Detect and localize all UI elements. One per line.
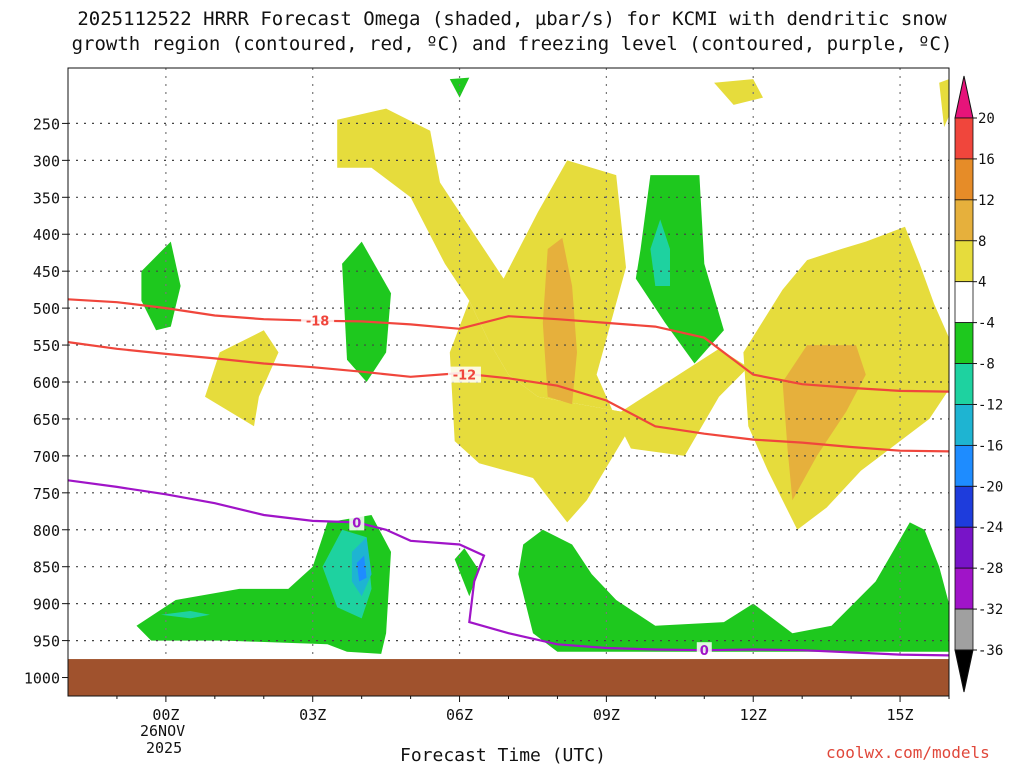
colorbar-swatch--4 bbox=[954, 281, 974, 324]
minus18-contour-label-bg bbox=[301, 312, 335, 329]
colorbar-swatch--28 bbox=[954, 526, 974, 569]
chart-title-line1: 2025112522 HRRR Forecast Omega (shaded, … bbox=[77, 8, 947, 30]
minus18-contour-label: -18 bbox=[306, 315, 330, 330]
yellow-region-lower-center bbox=[449, 300, 631, 523]
colorbar-swatch--32 bbox=[954, 567, 974, 610]
freezing-level-lower-contour-label: 0 bbox=[700, 644, 709, 659]
shaded-omega-regions bbox=[136, 77, 949, 654]
colorbar-label-16: 16 bbox=[978, 152, 995, 168]
colorbar-swatch--36 bbox=[954, 608, 974, 651]
yellow-region-upper-center bbox=[337, 108, 749, 456]
y-tick-label-950: 950 bbox=[33, 633, 60, 651]
green-region-left bbox=[141, 241, 181, 331]
colorbar: 20 16 12 8 4 -4 -8 -12 -16 -20 -24 -28 -32 -36 bbox=[954, 75, 1003, 693]
date-label-year: 2025 bbox=[146, 739, 183, 757]
x-axis-title: Forecast Time (UTC) bbox=[400, 745, 606, 766]
colorbar-top-arrow bbox=[954, 75, 974, 119]
plot-area bbox=[68, 68, 949, 696]
site-credit: coolwx.com/models bbox=[826, 743, 990, 762]
freezing-level-lower-contour-label-bg bbox=[696, 642, 712, 659]
minus12-contour-label: -12 bbox=[453, 369, 477, 384]
colorbar-label-20: 20 bbox=[978, 111, 995, 127]
x-tick-label-00Z: 00Z bbox=[152, 706, 179, 724]
freezing-level-contour-label-bg bbox=[349, 514, 365, 531]
colorbar-label-12: 12 bbox=[978, 193, 995, 209]
x-tick-label-03Z: 03Z bbox=[299, 706, 326, 724]
colorbar-label--36: -36 bbox=[978, 643, 1003, 659]
y-tick-label-850: 850 bbox=[33, 559, 60, 577]
colorbar-label-4: 4 bbox=[978, 275, 986, 291]
chart-title-line2: growth region (contoured, red, ºC) and f… bbox=[71, 33, 953, 55]
colorbar-bottom-arrow bbox=[954, 649, 974, 693]
colorbar-label--28: -28 bbox=[978, 561, 1003, 577]
y-tick-label-350: 350 bbox=[33, 189, 60, 207]
freezing-level-contour bbox=[68, 479, 949, 657]
green-region-low-right bbox=[518, 522, 949, 652]
x-tick-label-15Z: 15Z bbox=[887, 706, 914, 724]
colorbar-label--4: -4 bbox=[978, 316, 995, 332]
minus12-contour-label-bg bbox=[447, 366, 481, 383]
x-tick-label-12Z: 12Z bbox=[740, 706, 767, 724]
colorbar-swatch-12 bbox=[954, 158, 974, 201]
y-tick-label-450: 450 bbox=[33, 263, 60, 281]
colorbar-swatch--12 bbox=[954, 363, 974, 405]
colorbar-swatch-16 bbox=[954, 117, 974, 160]
date-label-day: 26NOV bbox=[140, 722, 186, 740]
colorbar-label--24: -24 bbox=[978, 520, 1003, 536]
teal-region-left bbox=[161, 611, 210, 619]
blue-region-low bbox=[356, 555, 367, 582]
y-tick-label-750: 750 bbox=[33, 485, 60, 503]
yellow-region-edge bbox=[939, 79, 949, 128]
y-tick-label-800: 800 bbox=[33, 522, 60, 540]
y-tick-label-300: 300 bbox=[33, 152, 60, 170]
colorbar-label--16: -16 bbox=[978, 438, 1003, 454]
y-tick-label-650: 650 bbox=[33, 411, 60, 429]
minus12-contour bbox=[68, 341, 949, 453]
contour-lines bbox=[68, 298, 949, 657]
y-tick-label-700: 700 bbox=[33, 448, 60, 466]
colorbar-label--8: -8 bbox=[978, 357, 995, 373]
colorbar-swatch--24 bbox=[954, 485, 974, 528]
teal-region-upper bbox=[650, 219, 670, 286]
orange-region-center bbox=[542, 237, 577, 405]
x-tick-label-06Z: 06Z bbox=[446, 706, 473, 724]
green-region-low-left bbox=[136, 515, 391, 654]
y-tick-label-500: 500 bbox=[33, 300, 60, 318]
yellow-region-top-right bbox=[714, 79, 763, 105]
pressure-axis: 250 300 350 400 450 500 550 600 650 700 750 800 850 9… bbox=[24, 115, 68, 688]
y-tick-label-550: 550 bbox=[33, 337, 60, 355]
minus18-contour bbox=[68, 298, 949, 393]
colorbar-swatch--20 bbox=[954, 444, 974, 487]
y-tick-label-900: 900 bbox=[33, 596, 60, 614]
yellow-region-left bbox=[205, 330, 279, 427]
ground-surface bbox=[68, 659, 949, 696]
y-tick-label-600: 600 bbox=[33, 374, 60, 392]
colorbar-swatch--8 bbox=[954, 322, 974, 364]
colorbar-swatch-4 bbox=[954, 240, 974, 283]
colorbar-swatch-8 bbox=[954, 199, 974, 242]
colorbar-label--12: -12 bbox=[978, 397, 1003, 413]
y-tick-label-400: 400 bbox=[33, 226, 60, 244]
colorbar-label--20: -20 bbox=[978, 479, 1003, 495]
green-region-small bbox=[454, 548, 480, 597]
contour-labels: -18 -12 0 0 bbox=[301, 312, 712, 659]
green-region-right-upper bbox=[635, 175, 724, 364]
green-region-center bbox=[342, 241, 391, 382]
colorbar-label--32: -32 bbox=[978, 602, 1003, 618]
time-axis: 00Z 03Z 06Z 09Z 12Z 15Z bbox=[116, 696, 950, 724]
colorbar-label-8: 8 bbox=[978, 234, 986, 250]
y-tick-label-1000: 1000 bbox=[24, 670, 60, 688]
colorbar-swatch--16 bbox=[954, 404, 974, 446]
y-tick-label-250: 250 bbox=[33, 115, 60, 133]
freezing-level-contour-label: 0 bbox=[352, 516, 361, 531]
x-tick-label-09Z: 09Z bbox=[593, 706, 620, 724]
green-region-top bbox=[449, 77, 470, 98]
